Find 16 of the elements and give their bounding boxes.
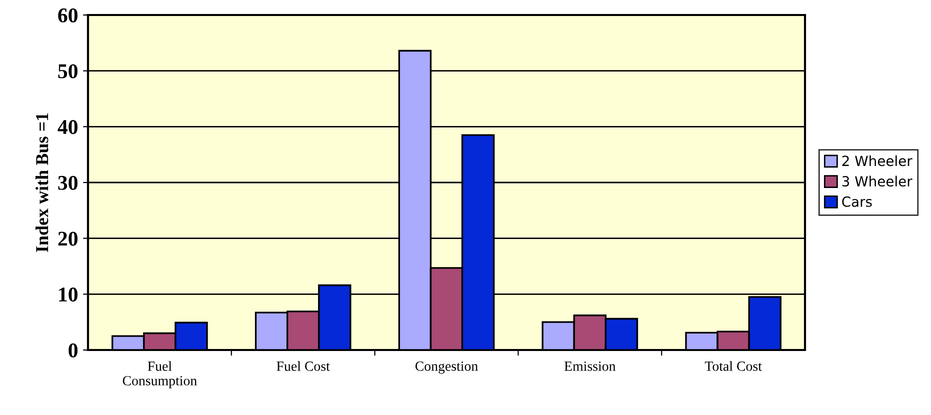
y-tick-label: 30 xyxy=(58,176,78,190)
x-tick-label: Emission xyxy=(564,362,616,371)
x-tick-label: Fuel Consumption xyxy=(122,361,197,388)
y-axis-title: Index with Bus =1 xyxy=(36,113,48,252)
y-tick-label: 0 xyxy=(68,343,78,358)
x-tick-label: Congestion xyxy=(415,362,478,374)
y-tick-label: 40 xyxy=(58,120,78,134)
x-tick-label: Fuel Cost xyxy=(276,361,330,371)
legend-label: 3 Wheeler xyxy=(842,176,912,187)
y-tick-label: 60 xyxy=(58,8,78,22)
y-tick-label: 20 xyxy=(58,232,78,246)
y-tick-label: 10 xyxy=(59,288,78,302)
legend-label: Cars xyxy=(842,196,872,207)
legend-label: 2 Wheeler xyxy=(842,155,912,166)
y-tick-label: 50 xyxy=(58,64,78,78)
x-tick-label: Total Cost xyxy=(704,361,762,371)
